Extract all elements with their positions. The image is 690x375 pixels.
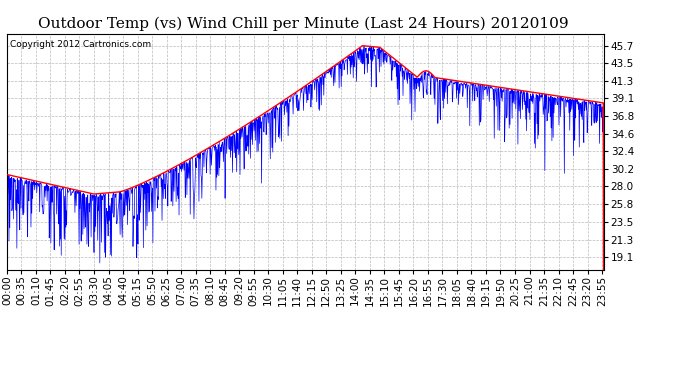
- Text: Copyright 2012 Cartronics.com: Copyright 2012 Cartronics.com: [10, 40, 151, 49]
- Text: Outdoor Temp (vs) Wind Chill per Minute (Last 24 Hours) 20120109: Outdoor Temp (vs) Wind Chill per Minute …: [38, 17, 569, 31]
